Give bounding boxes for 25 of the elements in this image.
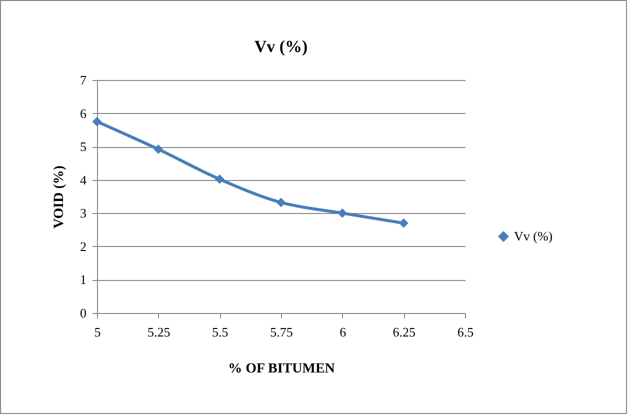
point: [154, 144, 164, 154]
x-tick-label: 5.75: [270, 324, 293, 340]
point: [92, 116, 102, 126]
point: [214, 174, 224, 184]
legend-label: Vv (%): [514, 228, 553, 244]
y-axis-title: VOID (%): [52, 165, 67, 229]
point: [276, 198, 286, 208]
x-tick-label: 5.5: [212, 324, 228, 340]
x-axis-title: % OF BITUMEN: [228, 362, 335, 376]
y-tick-label: 7: [80, 72, 87, 88]
y-tick-label: 2: [80, 238, 86, 254]
x-tick-label: 5: [94, 324, 101, 340]
x-tick-label: 5.25: [147, 324, 170, 340]
point: [398, 218, 408, 228]
y-tick-label: 4: [80, 172, 87, 188]
y-tick-label: 5: [80, 139, 86, 154]
x-tick-label: 6.5: [457, 324, 474, 340]
x-tick-label: 6.25: [392, 324, 416, 340]
chart-title: Vv (%): [254, 37, 308, 56]
y-tick-label: 3: [80, 206, 86, 221]
point: [338, 208, 348, 218]
y-tick-label: 1: [80, 272, 86, 288]
y-tick-label: 6: [80, 106, 87, 121]
x-tick-label: 6: [340, 324, 347, 340]
y-tick-label: 0: [80, 306, 86, 320]
